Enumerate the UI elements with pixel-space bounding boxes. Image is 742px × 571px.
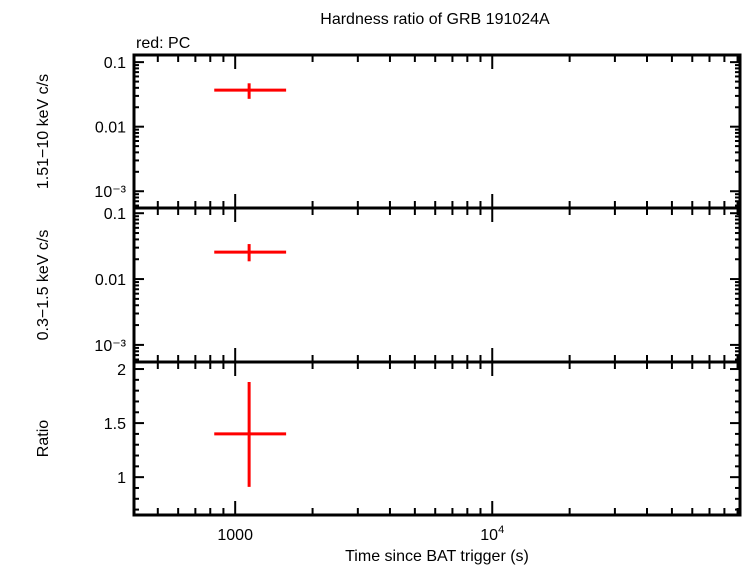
panel-2: 0.1 0.01 10⁻³ 0.3−1.5 keV c/s [35,206,742,364]
y-tick-label: 1.5 [104,416,126,433]
legend-annotation: red: PC [136,35,190,52]
y-tick-label: 10⁻³ [94,184,126,201]
y-tick-label: 2 [117,362,126,379]
y-tick-label: 0.1 [104,55,126,72]
y-tick-label: 0.01 [95,272,126,289]
y-axis-label: 0.3−1.5 keV c/s [35,230,52,341]
chart-title: Hardness ratio of GRB 191024A [320,11,550,28]
x-axis-label: Time since BAT trigger (s) [345,548,529,565]
data-point [214,244,287,262]
data-point [214,83,287,99]
y-axis-label: Ratio [35,420,52,457]
data-point [214,382,287,487]
y-tick-label: 10⁻³ [94,338,126,355]
panel-3: 2 1.5 1 Ratio [35,360,742,517]
panel-frame [132,53,742,210]
y-tick-label: 0.1 [104,206,126,223]
panel-frame [132,206,742,364]
y-tick-label: 1 [117,470,126,487]
panel-1: 0.1 0.01 10⁻³ 1.51−10 keV c/s [35,53,742,210]
x-tick-label: 104 [480,524,504,544]
panel-frame [132,360,742,517]
y-tick-label: 0.01 [95,120,126,137]
y-axis-label: 1.51−10 keV c/s [35,74,52,189]
x-tick-label: 1000 [217,527,253,544]
